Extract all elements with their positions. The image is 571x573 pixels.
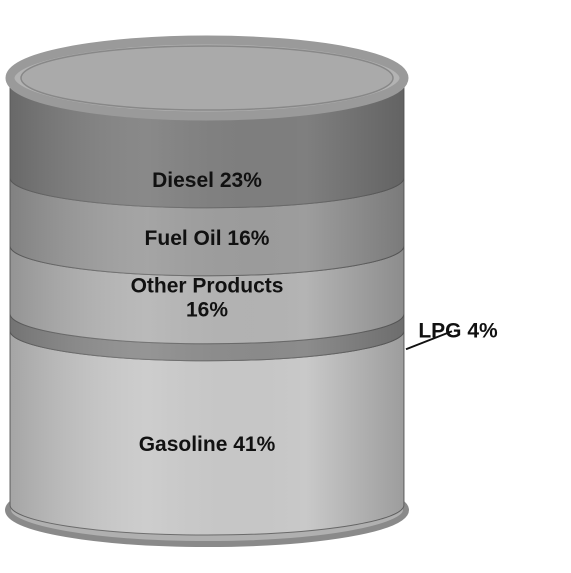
value-label: 23% [220, 168, 262, 191]
category-name: Diesel [152, 168, 214, 191]
category-name: Fuel Oil [145, 226, 222, 249]
segment-label: Gasoline 41% [139, 432, 276, 455]
value-label: 4% [467, 319, 498, 342]
segment-label: LPG 4% [418, 319, 498, 342]
category-name: Other Products [131, 274, 284, 297]
value-label: 16% [186, 298, 228, 321]
value-label: 41% [233, 432, 275, 455]
chart: Gasoline 41%LPG 4%Other Products16%Fuel … [0, 0, 571, 573]
segment-label: Fuel Oil 16% [145, 226, 270, 249]
category-name: LPG [418, 319, 461, 342]
barrel-lid-inner [21, 46, 393, 110]
category-name: Gasoline [139, 432, 228, 455]
segment-label: Diesel 23% [152, 168, 262, 191]
value-label: 16% [227, 226, 269, 249]
